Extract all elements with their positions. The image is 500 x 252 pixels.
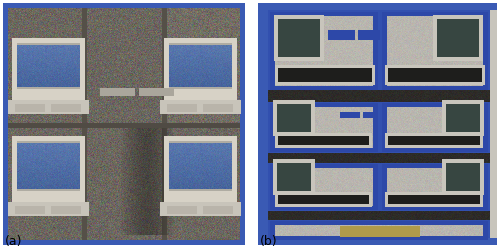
- Text: (a): (a): [5, 235, 22, 248]
- Text: (b): (b): [260, 235, 278, 248]
